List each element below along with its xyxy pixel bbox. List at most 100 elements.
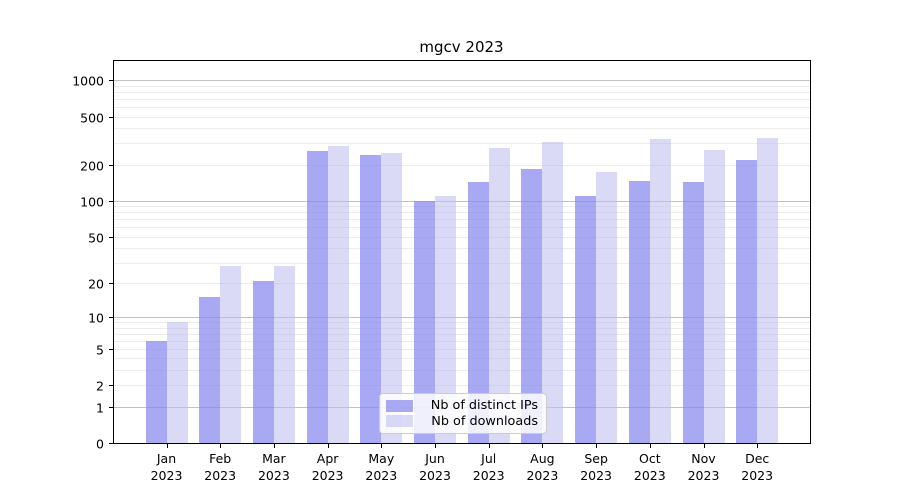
bar-downloads-jul [488, 148, 510, 443]
bar-downloads-aug [542, 142, 564, 443]
x-tick-sep [596, 444, 598, 448]
gridline-minor-40 [113, 248, 810, 249]
y-tick-label-200: 200 [80, 158, 104, 173]
y-tick-label-0: 0 [96, 436, 104, 451]
legend-label-distinct-ips: Nb of distinct IPs [430, 398, 538, 414]
y-tick-label-100: 100 [80, 194, 104, 209]
gridline-minor-600 [113, 107, 810, 108]
x-tick-feb [220, 444, 222, 448]
gridline-minor-8 [113, 328, 810, 329]
x-tick-oct [649, 444, 651, 448]
y-tick-1000 [109, 80, 113, 81]
y-tick-label-5: 5 [96, 342, 104, 357]
x-tick-label-oct: Oct 2023 [633, 451, 666, 483]
bar-downloads-oct [649, 139, 671, 443]
y-tick-500 [109, 117, 113, 118]
gridline-minor-20 [113, 283, 810, 284]
x-tick-label-mar: Mar 2023 [257, 451, 290, 483]
x-tick-label-apr: Apr 2023 [311, 451, 344, 483]
gridline-major-10 [113, 317, 810, 318]
y-tick-20 [109, 283, 113, 284]
bar-distinct-ips-oct [628, 180, 650, 443]
gridline-minor-9 [113, 322, 810, 323]
legend-swatch-distinct-ips [386, 399, 413, 412]
gridline-minor-700 [113, 99, 810, 100]
x-tick-aug [542, 444, 544, 448]
x-tick-label-jul: Jul 2023 [472, 451, 505, 483]
bar-downloads-jun [435, 195, 456, 443]
bar-distinct-ips-apr [306, 150, 328, 443]
bar-downloads-dec [757, 138, 779, 443]
legend-item-distinct-ips: Nb of distinct IPs [386, 398, 538, 414]
bar-distinct-ips-jan [145, 340, 167, 443]
x-tick-label-aug: Aug 2023 [526, 451, 559, 483]
x-tick-label-nov: Nov 2023 [687, 451, 720, 483]
gridline-major-1000 [113, 80, 810, 81]
x-tick-label-sep: Sep 2023 [580, 451, 612, 483]
bar-distinct-ips-dec [736, 160, 758, 443]
gridline-minor-7 [113, 334, 810, 335]
x-tick-label-jun: Jun 2023 [419, 451, 451, 483]
bar-distinct-ips-feb [199, 297, 221, 443]
y-tick-0 [109, 443, 113, 444]
bar-distinct-ips-may [360, 155, 382, 443]
legend-label-downloads: Nb of downloads [431, 413, 538, 429]
gridline-minor-30 [113, 263, 810, 264]
gridline-minor-6 [113, 341, 810, 342]
x-tick-dec [757, 444, 759, 448]
x-tick-jan [166, 444, 168, 448]
x-tick-label-jan: Jan 2023 [150, 451, 183, 483]
gridline-minor-70 [113, 219, 810, 220]
gridline-minor-2 [113, 385, 810, 386]
bar-downloads-sep [596, 172, 618, 443]
y-tick-50 [109, 237, 113, 238]
bar-downloads-mar [273, 266, 295, 443]
bar-downloads-may [381, 153, 403, 443]
bar-distinct-ips-nov [682, 182, 704, 443]
legend-swatch-downloads [386, 415, 413, 428]
y-tick-label-500: 500 [80, 110, 104, 125]
x-tick-mar [273, 444, 275, 448]
x-tick-apr [327, 444, 329, 448]
gridline-minor-90 [113, 206, 810, 207]
x-tick-nov [703, 444, 705, 448]
gridline-minor-500 [113, 117, 810, 118]
x-tick-label-feb: Feb 2023 [204, 451, 237, 483]
gridline-major-100 [113, 201, 810, 202]
gridline-minor-3 [113, 370, 810, 371]
legend: Nb of distinct IPs Nb of downloads [379, 393, 547, 434]
bar-downloads-apr [327, 146, 349, 443]
x-tick-label-may: May 2023 [365, 451, 398, 483]
gridline-minor-4 [113, 358, 810, 359]
gridline-minor-80 [113, 212, 810, 213]
y-tick-label-50: 50 [88, 230, 104, 245]
gridline-minor-300 [113, 143, 810, 144]
x-tick-jul [488, 444, 490, 448]
bar-distinct-ips-jul [467, 182, 489, 443]
gridline-minor-50 [113, 237, 810, 238]
gridline-minor-800 [113, 92, 810, 93]
chart-title: mgcv 2023 [419, 38, 504, 56]
bar-downloads-jan [166, 322, 188, 443]
y-tick-2 [109, 385, 113, 386]
y-tick-100 [109, 201, 113, 202]
y-tick-label-2: 2 [96, 378, 104, 393]
gridline-minor-400 [113, 128, 810, 129]
y-tick-5 [109, 349, 113, 350]
bar-distinct-ips-aug [521, 169, 543, 443]
y-tick-10 [109, 317, 113, 318]
bar-downloads-nov [703, 150, 725, 443]
x-tick-jun [435, 444, 436, 448]
y-tick-label-1000: 1000 [72, 73, 104, 88]
y-tick-label-20: 20 [88, 276, 104, 291]
gridline-minor-60 [113, 227, 810, 228]
y-tick-1 [109, 407, 113, 408]
bar-distinct-ips-mar [252, 280, 274, 443]
bar-distinct-ips-sep [575, 195, 597, 443]
gridline-minor-5 [113, 349, 810, 350]
bar-downloads-feb [220, 266, 242, 443]
legend-item-downloads: Nb of downloads [386, 414, 538, 430]
bar-distinct-ips-jun [414, 200, 435, 443]
y-tick-200 [109, 165, 113, 166]
y-tick-label-10: 10 [88, 310, 104, 325]
